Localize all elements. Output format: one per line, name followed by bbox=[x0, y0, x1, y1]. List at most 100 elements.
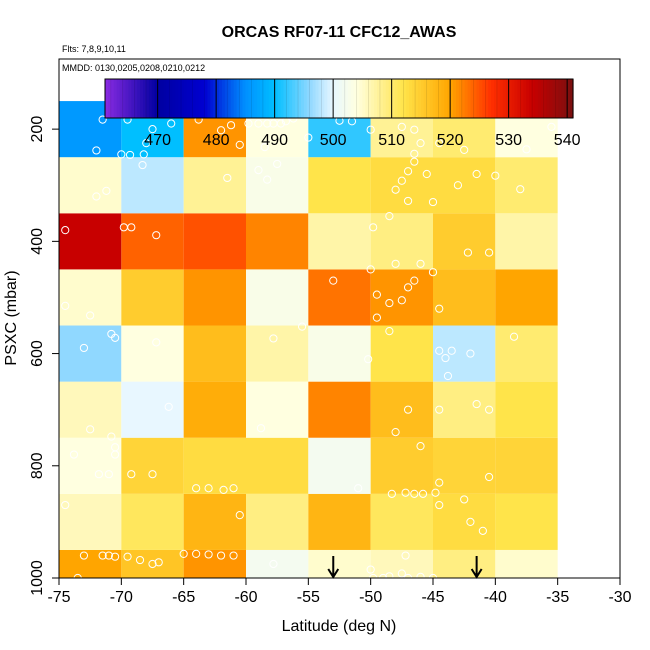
colorbar-segment bbox=[482, 79, 486, 118]
colorbar-segment bbox=[298, 79, 302, 118]
colorbar-segment bbox=[330, 79, 334, 118]
colorbar-segment bbox=[540, 79, 545, 118]
colorbar-segment bbox=[210, 79, 214, 118]
sample-point bbox=[204, 550, 213, 559]
heatmap-cell bbox=[308, 549, 371, 578]
sample-point bbox=[123, 552, 132, 561]
sample-point bbox=[125, 150, 135, 160]
colorbar-segment bbox=[409, 79, 413, 118]
heatmap-cell bbox=[495, 325, 558, 382]
sample-point bbox=[460, 495, 469, 504]
colorbar-segment bbox=[137, 79, 141, 118]
heatmap-cell bbox=[433, 437, 496, 494]
sample-point bbox=[463, 248, 473, 257]
colorbar-segment bbox=[339, 79, 343, 118]
colorbar-segment bbox=[564, 79, 568, 118]
colorbar-segment bbox=[371, 79, 375, 118]
colorbar-segment bbox=[148, 79, 153, 118]
heatmap-cell bbox=[59, 549, 122, 578]
sample-point bbox=[104, 551, 113, 560]
colorbar-tick-label: 510 bbox=[378, 132, 405, 149]
sample-point bbox=[154, 558, 163, 567]
sample-point bbox=[416, 259, 425, 268]
colorbar-segment bbox=[382, 79, 387, 118]
colorbar-segment bbox=[230, 79, 235, 118]
colorbar-segment bbox=[172, 79, 176, 118]
sample-point bbox=[148, 559, 157, 569]
heatmap-cell bbox=[121, 269, 184, 326]
colorbar-segment bbox=[529, 79, 533, 118]
colorbar-segment bbox=[292, 79, 296, 118]
sample-point bbox=[117, 150, 126, 159]
sample-point bbox=[235, 511, 244, 520]
sample-point bbox=[516, 185, 525, 194]
colorbar-segment bbox=[532, 79, 536, 118]
colorbar-segment bbox=[365, 79, 369, 118]
y-axis: 200 400 600 800 1000 bbox=[29, 116, 59, 596]
sample-point bbox=[298, 322, 307, 331]
sample-point bbox=[443, 371, 453, 381]
colorbar-segment bbox=[336, 79, 340, 118]
colorbar-segment bbox=[388, 79, 393, 118]
colorbar-segment bbox=[476, 79, 480, 118]
sample-point bbox=[391, 185, 400, 194]
colorbar-segment bbox=[397, 79, 402, 118]
heatmap-cell bbox=[121, 437, 184, 494]
heatmap-cell bbox=[370, 325, 433, 382]
colorbar-frame bbox=[104, 78, 574, 119]
sample-point bbox=[86, 425, 95, 434]
x-tick-label: -35 bbox=[546, 589, 569, 606]
colorbar-segment bbox=[268, 79, 273, 118]
sample-point bbox=[263, 175, 272, 184]
colorbar-segment bbox=[131, 79, 135, 118]
colorbar-segment bbox=[356, 79, 361, 118]
sample-point bbox=[364, 355, 373, 364]
colorbar-segment bbox=[555, 79, 559, 118]
sample-point bbox=[509, 332, 519, 341]
sample-point bbox=[273, 159, 282, 169]
sample-point bbox=[410, 489, 419, 498]
x-tick-label: -75 bbox=[47, 589, 70, 606]
colorbar-segment bbox=[552, 79, 557, 118]
colorbar-segment bbox=[213, 79, 217, 118]
y-tick-label: 400 bbox=[29, 228, 46, 255]
colorbar-segment bbox=[558, 79, 562, 118]
colorbar-segment bbox=[403, 79, 407, 118]
sample-point bbox=[397, 176, 406, 185]
heatmap-cell bbox=[183, 213, 246, 270]
sample-point bbox=[135, 555, 145, 565]
colorbar-segment bbox=[178, 79, 182, 118]
colorbar-segment bbox=[470, 79, 475, 118]
heatmap-cell bbox=[433, 325, 496, 382]
colorbar-segment bbox=[520, 79, 524, 118]
colorbar-segment bbox=[207, 79, 211, 118]
colorbar-segment bbox=[406, 79, 410, 118]
sample-point bbox=[111, 443, 120, 452]
heatmap-cell bbox=[121, 325, 184, 382]
sample-point bbox=[559, 119, 569, 128]
colorbar-segment bbox=[169, 79, 173, 118]
x-axis-label: Latitude (deg N) bbox=[282, 618, 397, 635]
colorbar-segment bbox=[496, 79, 501, 118]
colorbar-segment bbox=[400, 79, 404, 118]
heatmap-cell bbox=[308, 269, 371, 326]
colorbar-segment bbox=[385, 79, 390, 118]
sample-point bbox=[472, 399, 481, 409]
heatmap-cell bbox=[308, 325, 371, 382]
dates-subtitle: MMDD: 0130,0205,0208,0210,0212 bbox=[62, 63, 205, 73]
sample-point bbox=[366, 125, 375, 134]
heatmap-cell bbox=[183, 381, 246, 438]
sample-point bbox=[366, 265, 375, 274]
colorbar-segment bbox=[415, 79, 419, 118]
sample-point bbox=[127, 470, 136, 479]
heatmap-cell bbox=[59, 437, 122, 494]
y-tick-label: 600 bbox=[29, 340, 46, 367]
sample-point bbox=[478, 526, 487, 535]
sample-point bbox=[410, 125, 419, 134]
heatmap-cell bbox=[246, 325, 309, 382]
sample-point bbox=[403, 283, 413, 292]
colorbar-segment bbox=[517, 79, 521, 118]
x-tick-label: -55 bbox=[297, 589, 320, 606]
heatmap-cell bbox=[495, 213, 558, 270]
colorbar-segment bbox=[321, 79, 325, 118]
